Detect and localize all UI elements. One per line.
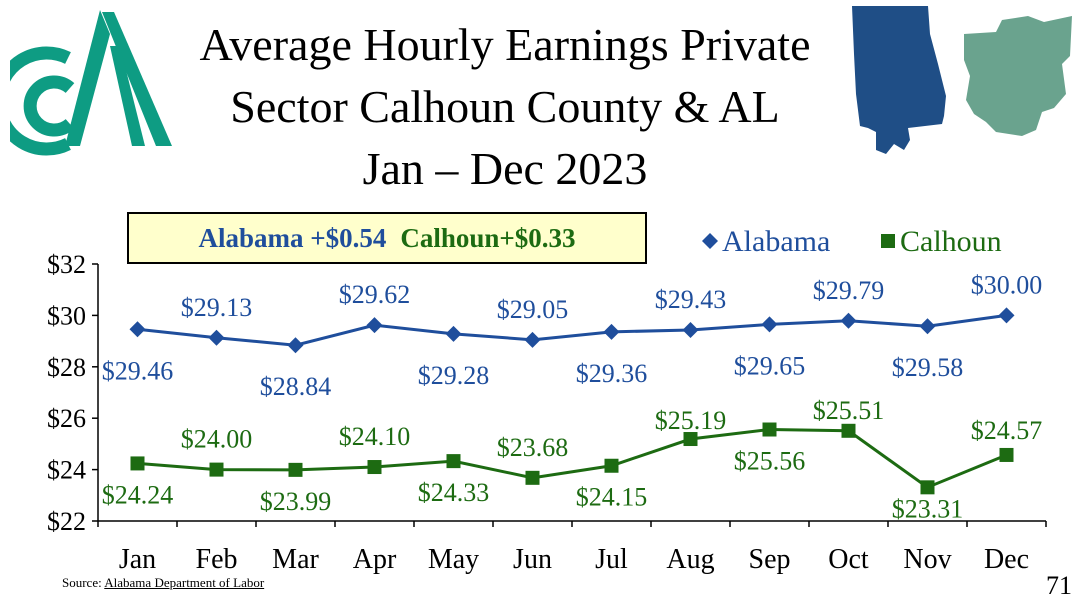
data-label-alabama: $29.13 [181,293,253,322]
y-tick-label: $26 [47,404,86,433]
data-point-alabama [762,316,778,332]
data-point-alabama [604,324,620,340]
x-tick-label: May [428,544,479,575]
data-label-alabama: $29.05 [497,295,569,324]
data-label-alabama: $30.00 [971,270,1043,299]
data-point-alabama [920,318,936,334]
data-label-alabama: $28.84 [260,372,332,401]
x-tick-label: Feb [196,544,238,575]
y-tick-label: $32 [47,250,86,279]
x-tick-label: Dec [984,544,1029,575]
x-tick-label: Jan [119,544,156,575]
data-point-alabama [683,322,699,338]
data-label-calhoun: $24.57 [971,416,1043,445]
data-label-calhoun: $25.56 [734,447,806,476]
data-point-calhoun [763,423,777,437]
data-point-alabama [841,313,857,329]
data-label-alabama: $29.62 [339,280,411,309]
legend-marker-alabama [702,233,718,249]
data-label-calhoun: $25.19 [655,406,727,435]
data-label-alabama: $29.58 [892,353,964,382]
data-point-calhoun [605,459,619,473]
data-point-calhoun [447,454,461,468]
y-tick-label: $28 [47,353,86,382]
data-point-calhoun [210,463,224,477]
series-line-calhoun [138,430,1007,488]
x-tick-label: Sep [749,544,791,575]
y-tick-label: $24 [47,456,86,485]
y-tick-label: $22 [47,507,86,536]
page-number: 71 [1046,571,1072,601]
data-label-alabama: $29.43 [655,285,727,314]
x-tick-label: Mar [272,544,319,575]
x-tick-label: Jun [513,544,552,575]
data-point-calhoun [842,424,856,438]
data-point-alabama [367,317,383,333]
data-point-alabama [130,321,146,337]
series-line-alabama [138,315,1007,345]
data-label-alabama: $29.28 [418,361,490,390]
x-tick-label: Nov [903,544,951,575]
data-label-calhoun: $24.00 [181,425,253,454]
data-label-calhoun: $24.33 [418,478,490,507]
data-label-calhoun: $24.15 [576,483,648,512]
source-label: Source: [62,575,102,590]
data-point-alabama [446,326,462,342]
data-label-calhoun: $23.68 [497,433,569,462]
legend-marker-calhoun [881,234,895,248]
data-label-calhoun: $23.31 [892,494,964,523]
data-label-alabama: $29.79 [813,276,885,305]
data-point-calhoun [289,463,303,477]
data-label-calhoun: $25.51 [813,396,885,425]
data-label-alabama: $29.36 [576,359,648,388]
data-point-calhoun [921,480,935,494]
data-point-alabama [288,337,304,353]
data-label-calhoun: $24.10 [339,422,411,451]
legend-label-calhoun: Calhoun [900,225,1002,258]
data-label-calhoun: $23.99 [260,487,332,516]
data-point-alabama [999,307,1015,323]
data-point-calhoun [368,460,382,474]
x-tick-label: Apr [353,544,397,575]
x-tick-label: Jul [595,544,628,575]
x-tick-label: Oct [828,544,869,575]
data-point-calhoun [1000,448,1014,462]
data-label-alabama: $29.65 [734,351,806,380]
x-tick-label: Aug [666,544,714,575]
source-link[interactable]: Alabama Department of Labor [104,575,264,590]
data-label-alabama: $29.46 [102,356,174,385]
source-note: Source: Alabama Department of Labor [62,575,264,591]
data-point-alabama [209,330,225,346]
y-tick-label: $30 [47,301,86,330]
data-point-alabama [525,332,541,348]
data-point-calhoun [526,471,540,485]
data-point-calhoun [131,456,145,470]
legend-label-alabama: Alabama [722,225,830,258]
data-label-calhoun: $24.24 [102,480,174,509]
